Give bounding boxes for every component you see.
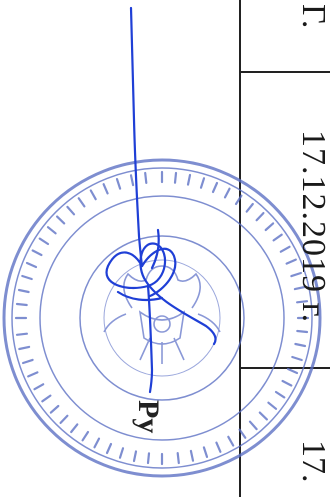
table-grid — [239, 0, 330, 497]
eagle-emblem-icon — [103, 265, 221, 364]
table-cell-top-text: Г. — [295, 4, 330, 29]
table-cell-bottom-text: 17. — [295, 440, 330, 483]
signature-image — [105, 6, 217, 394]
table-cell-date-text: 17.12.2019 г. — [295, 130, 330, 324]
official-seal-image — [2, 158, 322, 478]
bottom-heading-fragment: Ру — [132, 400, 165, 434]
